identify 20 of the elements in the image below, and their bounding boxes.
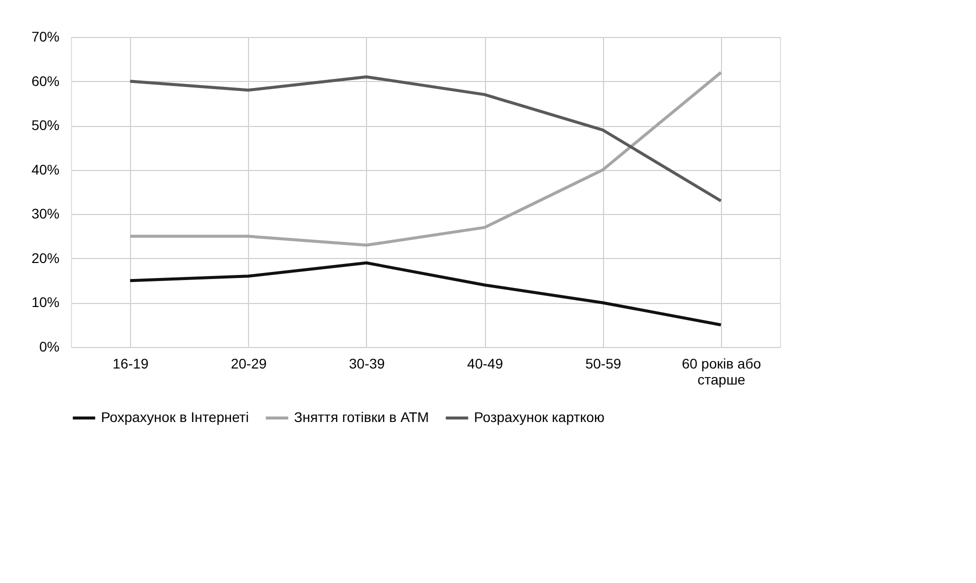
y-tick-label: 50% [31, 117, 60, 134]
y-tick-label: 40% [31, 161, 60, 178]
y-tick-label: 30% [31, 206, 60, 222]
legend-label: Зняття готівки в АТМ [294, 409, 429, 425]
legend-label: Рохрахунок в Інтернеті [101, 409, 249, 425]
legend-label: Розрахунок карткою [474, 409, 605, 425]
line-series [128, 70, 722, 247]
x-tick-label: 40-49 [467, 356, 504, 372]
y-tick-label: 60% [31, 72, 60, 89]
line-series [128, 261, 722, 326]
y-tick-label: 70% [31, 28, 60, 44]
x-tick-label: 50-59 [585, 356, 622, 372]
x-tick-label: 16-19 [112, 356, 149, 372]
x-tick-label: 30-39 [349, 356, 386, 372]
x-tick-label: 20-29 [230, 356, 267, 372]
y-tick-label: 20% [31, 250, 60, 266]
line-series [128, 75, 722, 202]
y-tick-label: 10% [31, 294, 60, 310]
y-tick-label: 0% [39, 338, 60, 354]
x-tick-label: 60 років або старше [682, 356, 762, 388]
